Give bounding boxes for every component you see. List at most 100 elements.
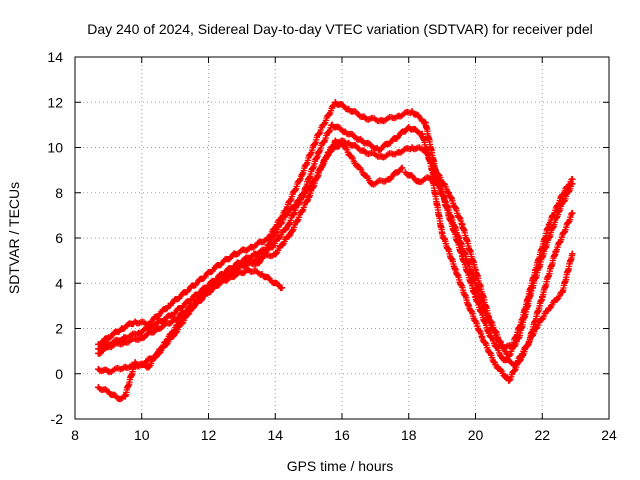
data-point (529, 284, 536, 291)
x-axis: 8 10 12 14 16 18 20 22 24 (71, 57, 617, 443)
x-axis-label: GPS time / hours (287, 458, 394, 474)
data-point (569, 209, 576, 217)
data-point (105, 388, 112, 396)
data-point (185, 298, 192, 305)
data-point (515, 334, 523, 341)
plot-area (95, 99, 576, 403)
data-point (432, 166, 439, 174)
data-point (315, 148, 322, 156)
data-point (215, 261, 222, 269)
data-point (438, 230, 446, 237)
x-tick-label: 14 (267, 427, 283, 443)
y-tick-label: 8 (55, 185, 63, 201)
data-point (148, 323, 155, 330)
y-tick-label: 12 (47, 94, 63, 110)
data-point (165, 302, 172, 310)
data-point (145, 363, 152, 371)
data-point (458, 221, 466, 228)
series-line (95, 99, 575, 351)
data-point (228, 273, 236, 280)
data-point (118, 325, 125, 332)
data-point (569, 250, 576, 258)
data-point (552, 248, 559, 255)
data-point (298, 194, 306, 201)
data-point (252, 250, 259, 258)
data-point (375, 146, 382, 153)
y-tick-label: 2 (55, 321, 63, 337)
data-point (428, 173, 436, 181)
data-point (135, 329, 142, 337)
data-point (402, 169, 409, 176)
data-point (559, 191, 566, 199)
data-point (282, 212, 289, 219)
chart-title: Day 240 of 2024, Sidereal Day-to-day VTE… (87, 21, 593, 37)
data-point (545, 304, 553, 312)
y-tick-label: 6 (55, 230, 63, 246)
data-point (305, 194, 312, 201)
data-point (408, 144, 416, 151)
data-point (408, 108, 416, 115)
data-point (95, 366, 102, 373)
series-line (95, 137, 575, 369)
y-tick-label: 14 (47, 49, 63, 65)
data-point (95, 350, 102, 357)
x-tick-label: 18 (401, 427, 417, 443)
y-tick-label: -2 (51, 411, 64, 427)
data-point (559, 289, 566, 296)
x-tick-label: 8 (71, 427, 79, 443)
data-point (368, 180, 376, 187)
data-point (405, 123, 412, 131)
data-point (472, 293, 479, 301)
data-point (362, 148, 369, 156)
y-axis-label: SDTVAR / TECUs (6, 182, 22, 294)
y-tick-label: 0 (55, 366, 63, 382)
data-point (298, 171, 306, 178)
data-point (345, 105, 352, 113)
data-point (105, 368, 112, 375)
data-point (378, 153, 386, 160)
series-track-5 (95, 266, 286, 403)
data-point (569, 180, 576, 187)
data-point (332, 99, 339, 106)
data-point (131, 359, 139, 366)
series-track-6 (402, 169, 576, 384)
data-point (115, 395, 122, 402)
data-point (105, 334, 112, 341)
x-tick-label: 24 (601, 427, 617, 443)
data-point (362, 114, 369, 122)
x-tick-label: 22 (534, 427, 550, 443)
y-tick-label: 10 (47, 140, 63, 156)
data-point (532, 325, 539, 332)
data-point (178, 316, 185, 323)
data-point (458, 252, 466, 260)
data-point (198, 275, 206, 282)
data-point (485, 329, 493, 337)
x-tick-label: 20 (468, 427, 484, 443)
x-tick-label: 12 (201, 427, 217, 443)
data-point (232, 250, 239, 258)
data-point (131, 318, 139, 325)
data-point (539, 293, 546, 301)
data-point (258, 271, 266, 278)
data-point (422, 119, 429, 126)
data-point (398, 164, 406, 172)
data-point (255, 259, 262, 267)
grid (75, 57, 609, 419)
data-point (395, 112, 402, 120)
data-point (155, 325, 162, 332)
data-point (181, 289, 189, 296)
data-point (245, 266, 252, 273)
data-point (505, 377, 513, 384)
data-point (555, 207, 563, 215)
data-point (338, 139, 346, 147)
data-point (161, 338, 169, 346)
data-point (121, 393, 129, 400)
data-point (495, 338, 503, 346)
data-point (325, 148, 332, 156)
data-point (121, 338, 129, 346)
data-point (468, 271, 476, 278)
data-point (95, 384, 102, 391)
data-point (312, 175, 319, 183)
data-point (211, 282, 219, 289)
